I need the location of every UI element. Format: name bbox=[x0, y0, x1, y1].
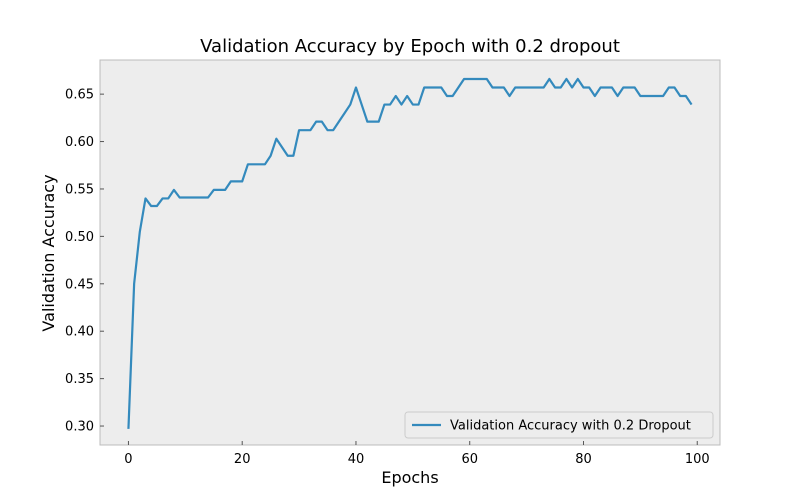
x-tick-label: 20 bbox=[234, 452, 251, 467]
x-tick-label: 40 bbox=[348, 452, 365, 467]
x-tick-label: 60 bbox=[461, 452, 478, 467]
legend-box bbox=[404, 411, 714, 439]
y-tick-label: 0.35 bbox=[65, 372, 94, 387]
series-line bbox=[127, 77, 693, 429]
x-tick-label: 0 bbox=[124, 452, 132, 467]
x-tick-label: 100 bbox=[685, 452, 710, 467]
x-axis-ticks: 0 20 40 60 80 100 bbox=[124, 441, 710, 467]
y-tick-label: 0.55 bbox=[65, 182, 94, 197]
y-tick-label: 0.60 bbox=[65, 135, 94, 150]
plot-area bbox=[99, 59, 721, 446]
y-tick-label: 0.40 bbox=[65, 325, 94, 340]
chart-title: Validation Accuracy by Epoch with 0.2 dr… bbox=[200, 36, 620, 57]
y-axis-ticks: 0.30 0.35 0.40 0.45 0.50 0.55 0.60 0.65 bbox=[65, 88, 104, 435]
legend: Validation Accuracy with 0.2 Dropout bbox=[404, 411, 714, 439]
y-tick-label: 0.30 bbox=[65, 420, 94, 435]
series-layer bbox=[127, 77, 693, 429]
y-tick-label: 0.50 bbox=[65, 230, 94, 245]
y-tick-label: 0.45 bbox=[65, 277, 94, 292]
y-axis-label: Validation Accuracy bbox=[39, 174, 58, 331]
x-tick-label: 80 bbox=[575, 452, 592, 467]
legend-label: Validation Accuracy with 0.2 Dropout bbox=[450, 419, 691, 434]
y-tick-label: 0.65 bbox=[65, 88, 94, 103]
x-axis-label: Epochs bbox=[381, 468, 438, 487]
